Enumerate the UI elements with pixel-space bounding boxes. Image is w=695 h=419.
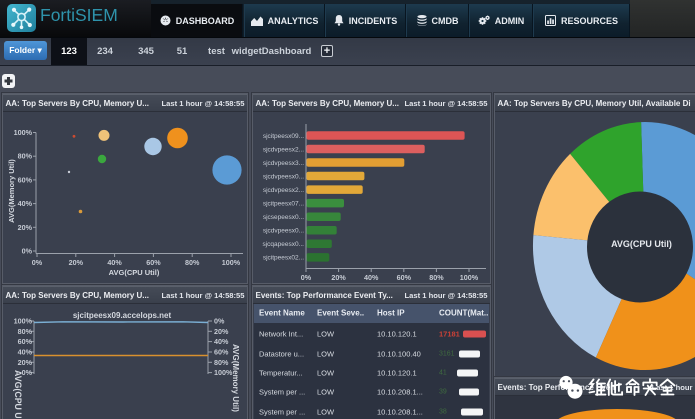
svg-text:sjcitpeesx09...: sjcitpeesx09... (263, 133, 304, 140)
svg-text:AVG(CPU Util): AVG(CPU Util) (109, 268, 160, 277)
svg-text:80%: 80% (214, 358, 229, 367)
svg-text:100%: 100% (14, 128, 33, 137)
svg-text:60%: 60% (397, 273, 412, 282)
svg-text:80%: 80% (18, 327, 33, 336)
svg-text:20%: 20% (18, 223, 33, 232)
svg-text:sjcitpeesx09.accelops.net: sjcitpeesx09.accelops.net (73, 311, 172, 320)
svg-text:20%: 20% (18, 358, 33, 367)
svg-text:40%: 40% (364, 273, 379, 282)
svg-text:sjcdvpeesx0...: sjcdvpeesx0... (263, 173, 304, 180)
svg-text:0%: 0% (22, 247, 33, 256)
svg-text:40%: 40% (214, 337, 229, 346)
svg-text:0%: 0% (214, 317, 225, 326)
svg-text:AVG(CPU Util): AVG(CPU Util) (13, 370, 23, 418)
svg-text:40%: 40% (107, 258, 122, 267)
svg-text:sjcqapeesx0...: sjcqapeesx0... (262, 241, 304, 248)
svg-text:sjcdvpeesx2...: sjcdvpeesx2... (263, 146, 304, 153)
svg-text:sjcitpeesx07...: sjcitpeesx07... (263, 201, 304, 208)
svg-text:100%: 100% (222, 258, 241, 267)
svg-text:sjcdvpeesx0...: sjcdvpeesx0... (263, 228, 304, 235)
svg-text:60%: 60% (18, 175, 33, 184)
svg-text:40%: 40% (18, 348, 33, 357)
svg-text:20%: 20% (331, 273, 346, 282)
svg-text:60%: 60% (214, 348, 229, 357)
svg-text:80%: 80% (429, 273, 444, 282)
svg-text:60%: 60% (18, 337, 33, 346)
svg-text:80%: 80% (185, 258, 200, 267)
svg-text:sjcdvpeesx3...: sjcdvpeesx3... (263, 160, 304, 167)
svg-text:sjcdvpeesx2...: sjcdvpeesx2... (263, 187, 304, 194)
svg-text:0%: 0% (301, 273, 312, 282)
svg-text:20%: 20% (69, 258, 84, 267)
svg-text:60%: 60% (146, 258, 161, 267)
svg-text:AVG(Memory Util): AVG(Memory Util) (231, 344, 240, 412)
svg-text:100%: 100% (14, 317, 33, 326)
svg-text:0%: 0% (22, 368, 33, 377)
svg-text:sjcsepeesx0...: sjcsepeesx0... (263, 214, 304, 221)
svg-text:80%: 80% (18, 152, 33, 161)
svg-text:100%: 100% (214, 368, 233, 377)
svg-text:20%: 20% (214, 327, 229, 336)
svg-text:sjcitpeesx02...: sjcitpeesx02... (263, 255, 304, 262)
svg-text:AVG(Memory Util): AVG(Memory Util) (7, 159, 16, 223)
svg-text:0%: 0% (32, 258, 43, 267)
svg-text:100%: 100% (460, 273, 479, 282)
svg-text:AVG(CPU Util): AVG(CPU Util) (611, 239, 672, 249)
svg-text:40%: 40% (18, 199, 33, 208)
